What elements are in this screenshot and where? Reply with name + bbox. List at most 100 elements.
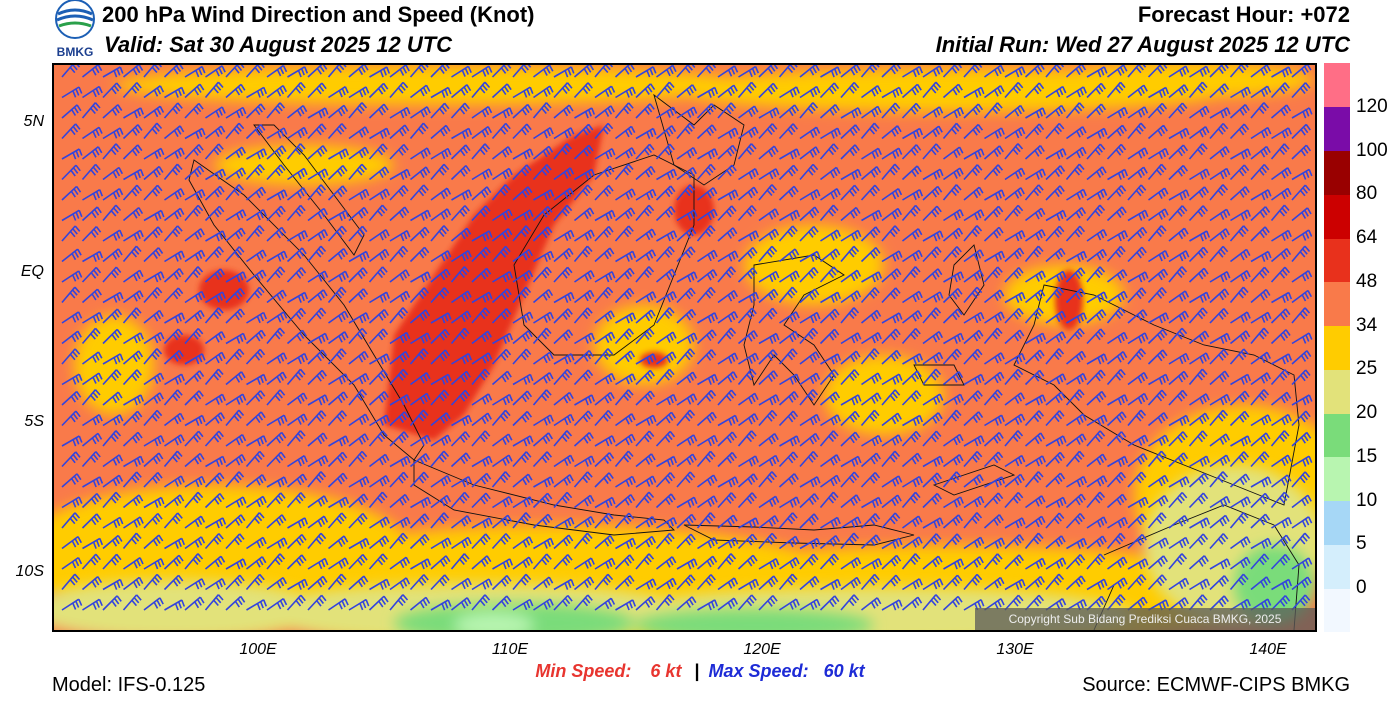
wind-barb [1209, 122, 1229, 140]
wind-barb [594, 409, 614, 427]
wind-barb [184, 536, 206, 550]
wind-barb [225, 496, 247, 509]
wind-barb [1024, 184, 1044, 201]
wind-barb [286, 143, 306, 160]
wind-barb [369, 353, 391, 365]
wind-barb [204, 594, 224, 611]
wind-barb [512, 148, 534, 160]
wind-barb [1004, 413, 1026, 427]
wind-barb [1147, 124, 1168, 140]
wind-barb [512, 269, 534, 283]
wind-barb [1065, 102, 1085, 119]
wind-barb [553, 82, 573, 99]
wind-barb [819, 430, 839, 447]
colorbar-segment [1324, 500, 1350, 545]
wind-barb [902, 475, 923, 488]
wind-barb [1086, 188, 1108, 201]
wind-barb [799, 372, 821, 386]
wind-barb [533, 65, 554, 78]
wind-barb [184, 102, 204, 119]
wind-barb [1148, 208, 1169, 222]
wind-barb [943, 393, 964, 406]
wind-barb [1291, 307, 1311, 324]
wind-barb [635, 353, 657, 365]
wind-barb [799, 351, 820, 365]
wind-barb [430, 208, 452, 222]
wind-barb [902, 353, 924, 365]
wind-barb [245, 450, 265, 468]
wind-barb [81, 451, 101, 468]
wind-barb [922, 168, 944, 181]
wind-barb [81, 102, 101, 119]
wind-barb [1025, 557, 1046, 570]
wind-barb [1168, 491, 1188, 509]
wind-barb [246, 536, 267, 550]
wind-barb [799, 102, 819, 119]
wind-barb [819, 204, 839, 222]
wind-barb [635, 535, 657, 550]
wind-barb [738, 413, 759, 427]
wind-barb [122, 369, 142, 386]
wind-barb [163, 163, 183, 181]
wind-barb [307, 594, 327, 611]
wind-barb [61, 209, 83, 222]
wind-barb [512, 164, 532, 181]
wind-barb [184, 189, 206, 201]
wind-barb [942, 184, 962, 201]
wind-barb [266, 102, 286, 119]
wind-barb [327, 451, 348, 468]
wind-barb [143, 372, 165, 386]
wind-barb [369, 248, 390, 263]
wind-barb [368, 328, 389, 345]
wind-barb [1250, 288, 1271, 304]
wind-barb [1066, 250, 1088, 263]
wind-barb [1188, 555, 1209, 570]
wind-barb [861, 85, 882, 99]
wind-barb [327, 573, 347, 591]
wind-barb [656, 331, 677, 345]
wind-barb [799, 206, 820, 222]
wind-barb [1106, 143, 1127, 160]
wind-barb [451, 536, 472, 550]
wind-barb [163, 350, 184, 365]
wind-barb [266, 451, 286, 468]
wind-barb [184, 452, 205, 468]
wind-barb [368, 430, 388, 447]
wind-barb [779, 535, 800, 550]
wind-barb [410, 558, 432, 570]
wind-barb [881, 434, 903, 447]
wind-barb [799, 250, 821, 263]
wind-barb [1291, 431, 1312, 447]
wind-barb [430, 225, 450, 242]
wind-barb [1045, 512, 1065, 529]
wind-barb [102, 166, 124, 181]
wind-barb [656, 230, 678, 242]
wind-barb [225, 348, 245, 365]
wind-barb [61, 185, 82, 201]
wind-barb [1189, 578, 1211, 591]
wind-barb [492, 454, 513, 468]
wind-barb [1004, 473, 1025, 488]
wind-barb [1188, 430, 1208, 447]
wind-barb [901, 370, 922, 386]
wind-barb [61, 473, 82, 488]
wind-barb [737, 81, 757, 99]
wind-barb [122, 124, 143, 140]
wind-barb [614, 225, 634, 242]
wind-barb [922, 205, 942, 222]
wind-barb [656, 517, 678, 529]
wind-barb [758, 123, 778, 140]
wind-barb [737, 330, 759, 345]
wind-barb [922, 268, 943, 283]
colorbar-segment [1324, 281, 1350, 327]
wind-barb [102, 454, 124, 468]
wind-barb [1209, 167, 1231, 181]
wind-barb [594, 247, 615, 263]
wind-barb [327, 65, 347, 78]
wind-map-canvas [54, 65, 1315, 630]
wind-barb [758, 168, 780, 181]
wind-barb [451, 65, 472, 78]
wind-barb [491, 122, 511, 140]
wind-barb [307, 107, 329, 119]
wind-barb [1168, 452, 1189, 468]
